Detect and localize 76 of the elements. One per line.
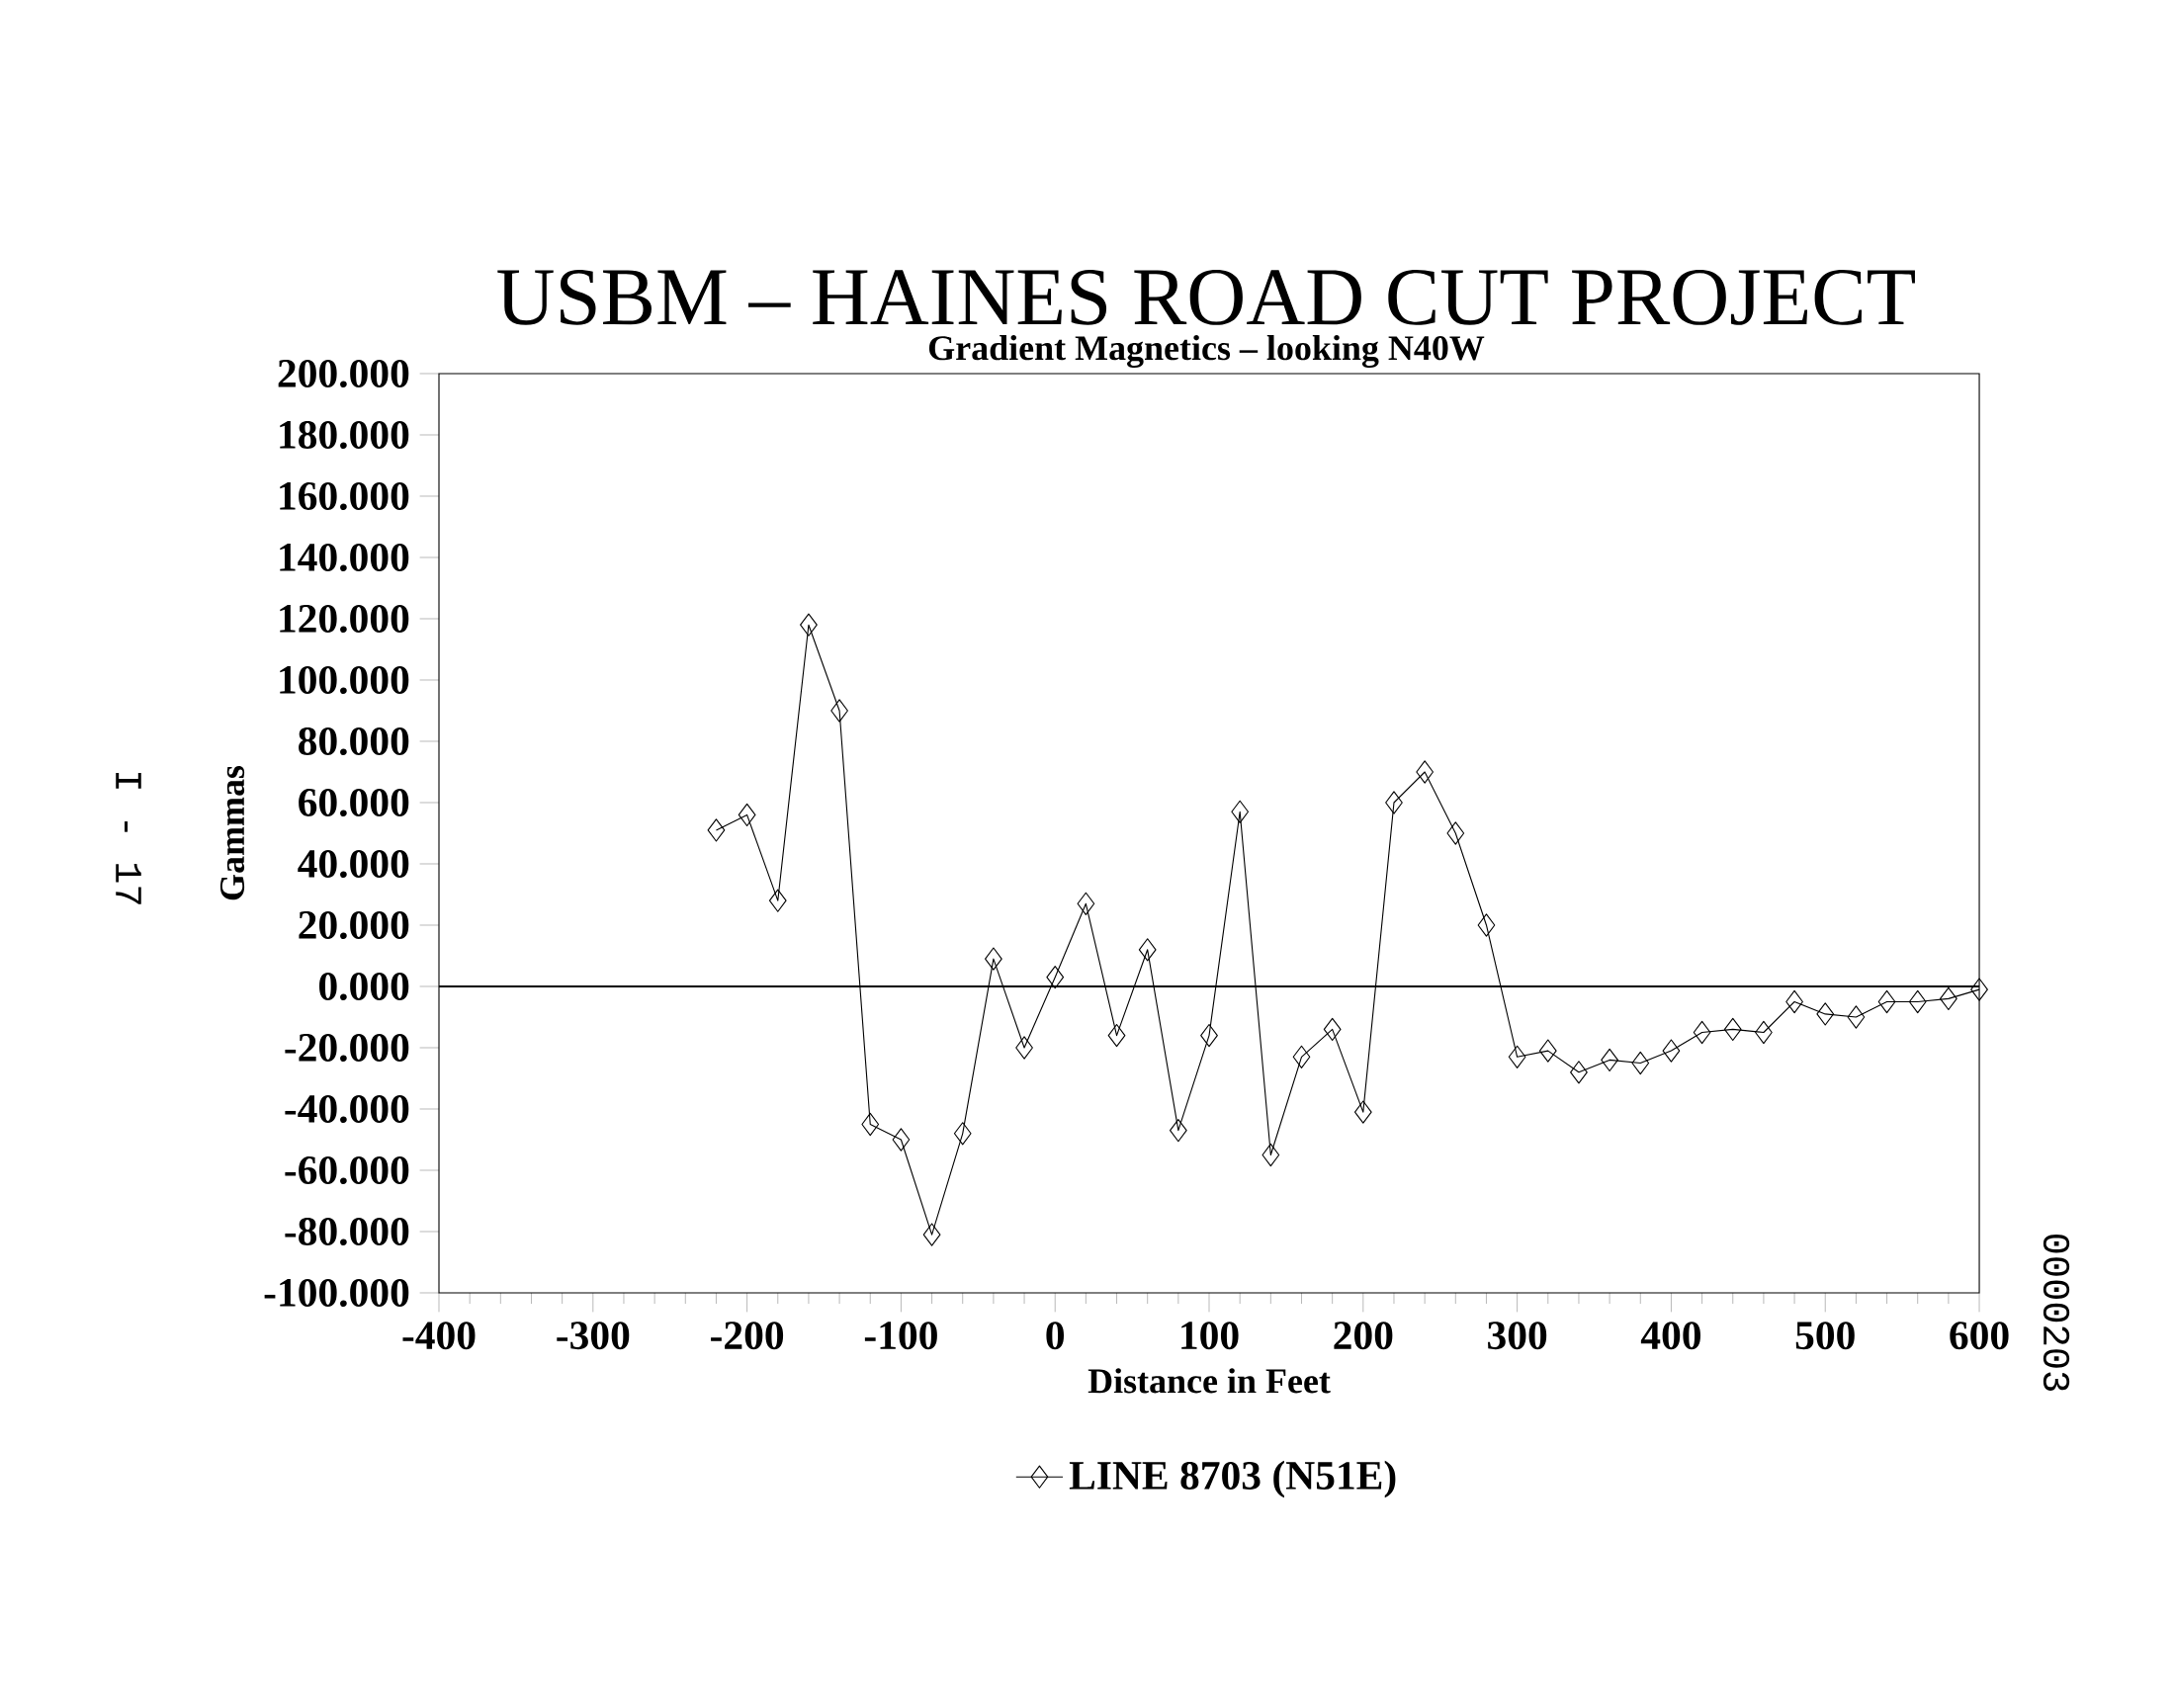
- point: [1416, 760, 1435, 784]
- point: [1107, 1023, 1126, 1048]
- point: [1723, 1017, 1742, 1042]
- point: [1601, 1048, 1618, 1072]
- point: [1200, 1023, 1218, 1048]
- x-tick-label: 400: [1640, 1322, 1700, 1350]
- point: [1508, 1045, 1526, 1068]
- text: I - 17: [116, 773, 141, 904]
- y-tick-label: 80.000: [299, 726, 409, 756]
- point: [1138, 938, 1157, 962]
- point: [985, 947, 1002, 971]
- x-axis-title: Distance in Feet: [1088, 1368, 1331, 1394]
- point: [1046, 966, 1065, 989]
- y-tick-label: 160.000: [280, 481, 409, 511]
- point: [953, 1122, 972, 1146]
- point: [1077, 892, 1095, 915]
- y-tick-label: 120.000: [280, 604, 409, 634]
- x-tick-label: 0: [1046, 1322, 1065, 1350]
- point: [707, 818, 726, 842]
- point: [922, 1223, 941, 1246]
- point: [800, 613, 818, 637]
- point: [1170, 1119, 1187, 1143]
- point: [1662, 1039, 1681, 1063]
- y-tick-label: -40.000: [285, 1094, 409, 1124]
- text: 0000203: [2043, 1234, 2070, 1391]
- y-tick-label: 180.000: [280, 420, 409, 450]
- point: [1477, 913, 1496, 937]
- y-tick-label: 20.000: [299, 910, 409, 940]
- point: [1785, 989, 1803, 1014]
- point: [738, 803, 756, 827]
- point: [1353, 1100, 1372, 1124]
- point: [1816, 1002, 1835, 1026]
- chart-title: USBM – HAINES ROAD CUT PROJECT: [497, 269, 1915, 325]
- y-tick-label: 60.000: [299, 788, 409, 817]
- point: [1908, 989, 1927, 1014]
- point: [861, 1112, 880, 1137]
- point: [1693, 1020, 1711, 1045]
- point: [1323, 1017, 1342, 1042]
- x-tick-label: 500: [1795, 1322, 1855, 1350]
- x-tick-label: -100: [864, 1322, 937, 1350]
- y-tick-label: -60.000: [285, 1155, 409, 1185]
- point: [1385, 791, 1403, 814]
- y-tick-label: -20.000: [285, 1033, 409, 1063]
- x-tick-label: -200: [711, 1322, 784, 1350]
- point: [1262, 1143, 1280, 1167]
- point: [1231, 800, 1250, 823]
- x-tick-label: 600: [1950, 1322, 2009, 1350]
- y-tick-label: 0.000: [319, 972, 409, 1001]
- point: [1631, 1051, 1650, 1075]
- y-tick-label: -100.000: [264, 1278, 409, 1308]
- point: [830, 699, 848, 723]
- y-tick-label: 100.000: [280, 665, 409, 695]
- x-tick-label: 300: [1488, 1322, 1547, 1350]
- x-tick-label: -300: [557, 1322, 630, 1350]
- y-tick-label: 40.000: [298, 849, 409, 879]
- x-tick-label: 200: [1334, 1322, 1393, 1350]
- y-tick-label: 200.000: [278, 359, 409, 388]
- x-tick-label: 100: [1181, 1322, 1239, 1350]
- point: [1292, 1045, 1311, 1068]
- point: [1538, 1039, 1557, 1063]
- point: [892, 1128, 911, 1152]
- point: [1015, 1036, 1033, 1060]
- point: [1446, 821, 1465, 845]
- point: [1847, 1005, 1866, 1029]
- chart-subtitle: Gradient Magnetics – looking N40W: [928, 335, 1485, 368]
- point: [1877, 989, 1896, 1014]
- point: [1570, 1061, 1588, 1084]
- point: [1970, 978, 1988, 1001]
- point: [1940, 986, 1958, 1011]
- x-tick-label: -400: [402, 1322, 476, 1350]
- point: [1755, 1020, 1773, 1045]
- legend-label: LINE 8703 (N51E): [1069, 1460, 1396, 1498]
- point: [768, 889, 787, 912]
- y-axis-title: Gammas: [219, 765, 245, 900]
- y-tick-label: 140.000: [280, 543, 409, 572]
- y-tick-label: -80.000: [285, 1217, 409, 1246]
